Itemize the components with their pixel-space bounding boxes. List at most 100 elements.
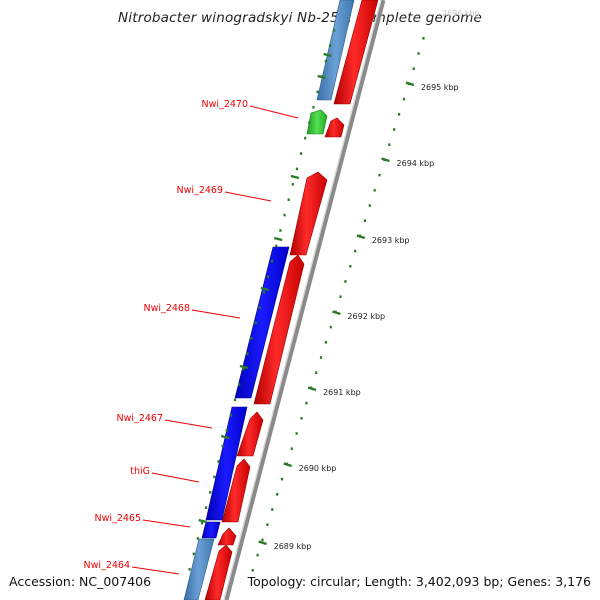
scale-major-tick [332, 310, 341, 316]
gene-leader-line [249, 105, 299, 119]
inner-dot [279, 229, 282, 232]
gene-arrow[interactable] [217, 527, 237, 546]
inner-dot [308, 121, 311, 124]
scale-major-tick [405, 81, 415, 87]
inner-tick [290, 174, 300, 180]
inner-dot [316, 90, 319, 94]
inner-dot [271, 260, 274, 263]
scale-dot [315, 371, 318, 374]
scale-tick-label: 2695 kbp [421, 83, 459, 92]
accession-text: Accession: NC_007406 [9, 574, 152, 589]
gene-arrow[interactable] [236, 411, 264, 457]
scale-dot [300, 417, 303, 420]
gene-arrow[interactable] [333, 0, 379, 105]
inner-tick [273, 236, 283, 242]
gene-label[interactable]: Nwi_2470 [202, 99, 248, 110]
scale-major-tick [307, 386, 317, 392]
scale-dot [393, 128, 396, 131]
gene-blue[interactable] [201, 521, 221, 539]
inner-dot [295, 167, 299, 171]
gene-rna-green[interactable] [306, 109, 328, 135]
gene-leader-line [224, 191, 272, 202]
scale-dot [388, 143, 391, 146]
scale-dot [280, 477, 284, 481]
scale-tick-label: 2693 kbp [372, 236, 410, 245]
scale-dot [329, 325, 332, 329]
gene-arrow[interactable] [289, 171, 328, 256]
scale-dot [266, 523, 269, 526]
scale-dot [417, 52, 420, 55]
gene-blue[interactable] [205, 406, 248, 521]
gene-label[interactable]: Nwi_2464 [84, 560, 130, 571]
scale-dot [373, 189, 376, 192]
scale-dot [271, 508, 274, 511]
inner-dot [221, 444, 224, 448]
inner-dot [333, 29, 336, 32]
inner-dot [209, 491, 212, 494]
inner-dot [262, 290, 266, 294]
inner-tick [198, 518, 207, 524]
scale-dot [422, 37, 425, 40]
gene-leader-line [191, 309, 241, 319]
inner-dot [238, 383, 241, 386]
scale-dot [256, 553, 259, 557]
scale-dot [305, 401, 308, 405]
gene-arrow[interactable] [324, 117, 345, 138]
inner-dot [196, 537, 199, 540]
inner-dot [229, 414, 232, 417]
scale-dot [412, 67, 415, 70]
inner-dot [328, 44, 332, 47]
inner-dot [205, 506, 208, 509]
gene-arrow[interactable] [221, 458, 251, 523]
inner-dot [312, 106, 315, 109]
gene-label[interactable]: Nwi_2465 [95, 513, 141, 524]
inner-dot [217, 460, 220, 463]
forward-strand-genes [204, 0, 379, 600]
scale-tick-label: 2691 kbp [323, 388, 361, 397]
scale-dot [276, 493, 279, 496]
inner-dot [242, 367, 245, 371]
scale-dot [349, 265, 352, 268]
scale-tick-label: 2694 kbp [397, 159, 435, 168]
inner-dot [287, 198, 290, 201]
scale-dot [295, 432, 298, 435]
gene-leader-line [142, 519, 191, 528]
gene-leader-line [131, 566, 180, 575]
gene-label[interactable]: Nwi_2467 [117, 413, 163, 424]
inner-dot [304, 136, 307, 140]
inner-dot [275, 244, 278, 248]
inner-tick [220, 434, 230, 440]
inner-tick [323, 52, 332, 58]
gene-leader-line [164, 419, 213, 429]
inner-dot [188, 568, 191, 571]
gene-steel[interactable] [316, 0, 355, 101]
gene-label[interactable]: Nwi_2469 [177, 185, 223, 196]
reverse-strand-genes [183, 0, 355, 600]
inner-dotted-track [188, 29, 336, 571]
gene-arrow[interactable] [253, 254, 305, 405]
inner-dot [266, 275, 270, 278]
scale-dot [339, 295, 342, 298]
gene-label[interactable]: Nwi_2468 [144, 303, 190, 314]
genome-backbone-highlight [223, 0, 382, 600]
inner-dot [258, 306, 261, 309]
inner-dot [192, 552, 195, 556]
scale-tick-label: 2690 kbp [299, 464, 337, 473]
gene-arrow[interactable] [204, 544, 233, 600]
scale-dot [251, 569, 254, 572]
inner-dot [213, 475, 216, 479]
scale-tick-label: 2692 kbp [347, 312, 385, 321]
scale-label-faded: 2696 kbp [442, 9, 480, 18]
inner-dot [246, 352, 249, 355]
gene-blue[interactable] [234, 246, 290, 399]
inner-tick [239, 364, 249, 370]
inner-dot [225, 429, 228, 432]
gene-label[interactable]: thiG [130, 466, 150, 477]
gene-steel[interactable] [183, 538, 215, 600]
genome-backbone [223, 0, 386, 600]
inner-dot [291, 183, 294, 186]
inner-dot [233, 398, 237, 402]
inner-dot [200, 521, 204, 525]
scale-dot [354, 249, 357, 253]
